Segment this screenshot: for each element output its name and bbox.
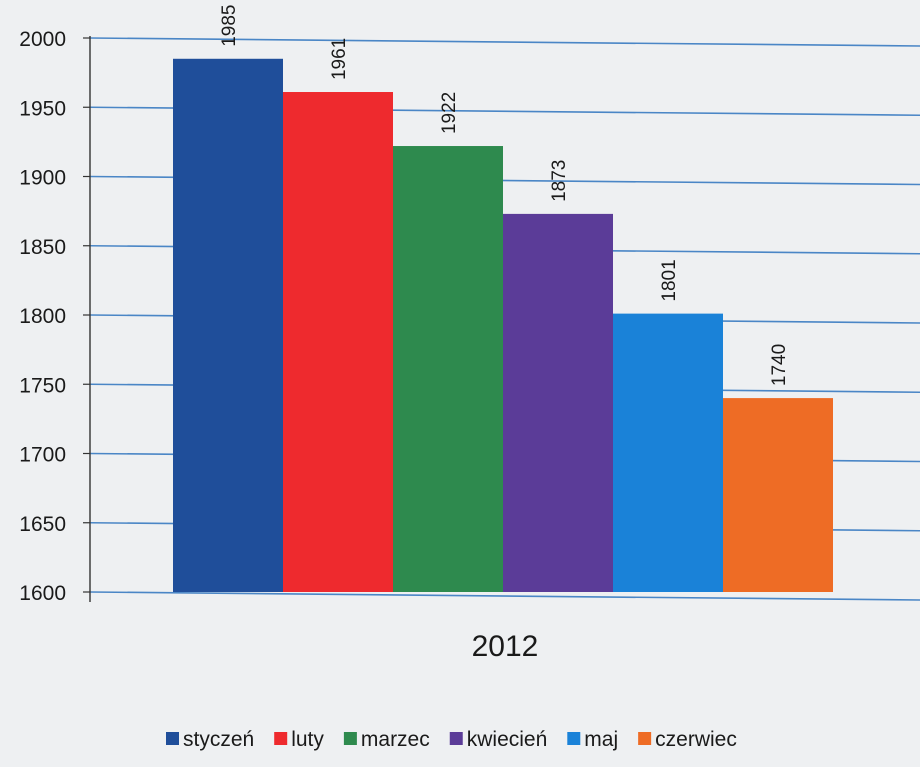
y-tick-label: 1900 — [19, 167, 66, 190]
y-tick-label: 2000 — [19, 28, 66, 51]
y-tick-label: 1700 — [19, 444, 66, 467]
legend-swatch — [449, 732, 463, 745]
bar-marzec — [393, 146, 503, 592]
legend-swatch — [166, 732, 179, 745]
y-tick-label: 1750 — [19, 374, 66, 397]
y-tick-label: 1650 — [19, 513, 66, 536]
legend-swatch — [274, 732, 288, 745]
bar-maj — [613, 313, 723, 592]
data-label: 1961 — [329, 38, 350, 80]
y-tick-label: 1800 — [19, 305, 66, 328]
legend-swatch — [567, 732, 581, 745]
legend-swatch — [638, 732, 652, 745]
y-tick-label: 1950 — [19, 97, 66, 120]
legend-label: kwiecień — [467, 728, 548, 751]
legend-label: czerwiec — [655, 728, 737, 751]
y-tick-label: 1600 — [19, 582, 66, 605]
legend-label: marzec — [361, 728, 430, 751]
bar-luty — [283, 92, 393, 592]
data-label: 1801 — [659, 259, 680, 301]
bar-styczeń — [173, 58, 283, 592]
gridline — [89, 37, 920, 47]
data-label: 1740 — [769, 344, 790, 386]
bar-czerwiec — [723, 398, 833, 592]
x-category-label: 2012 — [472, 630, 539, 663]
legend-swatch — [343, 732, 357, 745]
legend-label: maj — [584, 728, 618, 751]
data-label: 1873 — [549, 160, 570, 202]
legend-label: styczeń — [183, 728, 254, 751]
data-label: 1985 — [219, 4, 240, 46]
gridline — [89, 591, 920, 601]
legend-label: luty — [291, 728, 324, 751]
y-tick-label: 1850 — [19, 236, 66, 259]
bar-kwiecień — [503, 213, 613, 592]
data-label: 1922 — [439, 92, 460, 134]
